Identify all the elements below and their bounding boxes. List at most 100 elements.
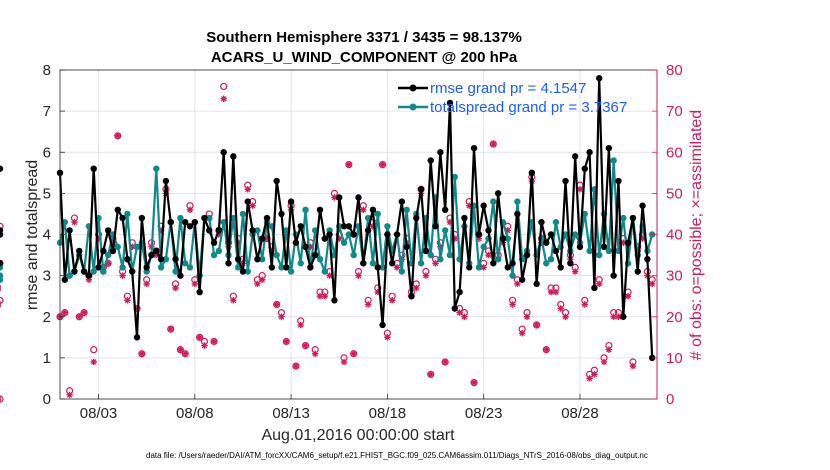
rmse-point <box>509 260 516 267</box>
rmse-point <box>311 251 319 259</box>
rmse-point <box>0 231 4 238</box>
y-right-tick-label: 0 <box>666 391 674 408</box>
obs-assimilated-stroke <box>471 379 477 386</box>
totalspread-point <box>177 214 184 222</box>
obs-assimilated-point <box>167 325 174 333</box>
obs-assimilated-stroke <box>230 297 237 304</box>
totalspread-point <box>571 231 579 238</box>
chart-subtitle: ACARS_U_WIND_COMPONENT @ 200 hPa <box>211 49 518 66</box>
obs-assimilated-stroke <box>533 322 540 328</box>
obs-possible-point <box>90 346 98 354</box>
rmse-point <box>167 218 174 226</box>
obs-assimilated-point <box>518 330 526 337</box>
rmse-point <box>0 260 4 267</box>
totalspread-point <box>278 264 285 271</box>
rmse-point <box>499 235 507 242</box>
obs-assimilated-point <box>181 350 189 357</box>
totalspread-point <box>446 251 454 259</box>
obs-assimilated-stroke <box>519 330 526 337</box>
obs-assimilated-point <box>326 272 333 279</box>
obs-assimilated-point <box>355 272 362 279</box>
obs-assimilated-point <box>259 276 266 283</box>
rmse-point <box>485 227 492 234</box>
obs-assimilated-stroke <box>630 363 636 369</box>
totalspread-point <box>297 260 304 267</box>
obs-assimilated-stroke <box>321 293 328 300</box>
rmse-point <box>466 264 473 271</box>
obs-assimilated-point <box>119 272 126 279</box>
rmse-point <box>600 243 608 251</box>
totalspread-point <box>302 206 309 214</box>
rmse-point <box>634 268 641 275</box>
obs-assimilated-stroke <box>278 313 285 320</box>
obs-assimilated-point <box>80 309 88 316</box>
totalspread-point <box>350 251 357 259</box>
obs-assimilated-stroke <box>350 350 357 357</box>
obs-assimilated-stroke <box>114 132 121 139</box>
obs-assimilated-point <box>114 132 121 139</box>
rmse-point <box>345 223 353 230</box>
obs-assimilated-point <box>172 284 179 292</box>
rmse-point <box>427 157 434 164</box>
legend-spread-marker <box>409 103 417 111</box>
y-tick-label: 6 <box>43 144 51 161</box>
obs-assimilated-point <box>177 346 184 353</box>
rmse-point <box>297 223 304 230</box>
obs-assimilated-point <box>220 95 227 102</box>
obs-assimilated-stroke <box>432 260 439 267</box>
obs-assimilated-point <box>543 346 550 353</box>
totalspread-point <box>441 227 449 234</box>
obs-assimilated-stroke <box>514 281 521 287</box>
totalspread-point <box>119 264 126 271</box>
y-axis-right-label: # of obs: o=possible; ×=assimilated <box>688 110 705 360</box>
obs-assimilated-point <box>292 362 300 370</box>
totalspread-point <box>552 218 560 226</box>
totalspread-point <box>220 218 227 226</box>
obs-assimilated-point <box>624 292 632 300</box>
rmse-point <box>292 239 300 246</box>
rmse-point <box>162 177 170 185</box>
totalspread-point <box>596 251 603 259</box>
y-axis-ticks: 0 1 2 3 4 5 6 7 8 <box>43 62 65 408</box>
obs-assimilated-point <box>186 206 194 214</box>
rmse-point <box>61 276 69 283</box>
obs-assimilated-stroke <box>423 272 429 279</box>
legend-rmse-label: rmse grand pr = 4.1547 <box>430 80 586 97</box>
obs-assimilated-stroke <box>524 313 530 320</box>
rmse-point <box>543 239 550 246</box>
obs-assimilated-point <box>427 371 434 378</box>
obs-assimilated-point <box>389 297 396 304</box>
obs-assimilated-stroke <box>172 285 179 291</box>
totalspread-point <box>610 157 617 164</box>
obs-assimilated-stroke <box>139 350 145 357</box>
obs-assimilated-point <box>456 309 463 316</box>
totalspread-point <box>379 264 386 271</box>
obs-assimilated-stroke <box>543 346 550 353</box>
rmse-point <box>234 255 242 263</box>
rmse-point <box>95 264 102 271</box>
obs-assimilated-stroke <box>581 301 588 308</box>
totalspread-point <box>321 268 328 275</box>
totalspread-point <box>504 235 511 242</box>
obs-assimilated-stroke <box>71 219 78 225</box>
obs-assimilated-point <box>321 292 328 300</box>
obs-assimilated-stroke <box>283 338 290 345</box>
rmse-point <box>470 144 478 152</box>
rmse-point <box>538 218 545 226</box>
rmse-point <box>307 264 314 271</box>
obs-assimilated-stroke <box>244 186 251 193</box>
obs-assimilated-stroke <box>119 272 126 279</box>
rmse-point <box>0 165 4 172</box>
rmse-point <box>157 255 165 263</box>
y-tick-label: 5 <box>43 185 51 202</box>
obs-assimilated-point <box>422 272 430 279</box>
totalspread-point <box>230 214 237 222</box>
obs-assimilated-stroke <box>273 301 280 308</box>
rmse-point <box>398 198 406 205</box>
rmse-point <box>90 165 97 172</box>
obs-assimilated-point <box>350 350 357 357</box>
obs-possible-point <box>0 296 4 304</box>
x-tick-label: 08/23 <box>465 405 503 422</box>
totalspread-point <box>66 272 73 279</box>
